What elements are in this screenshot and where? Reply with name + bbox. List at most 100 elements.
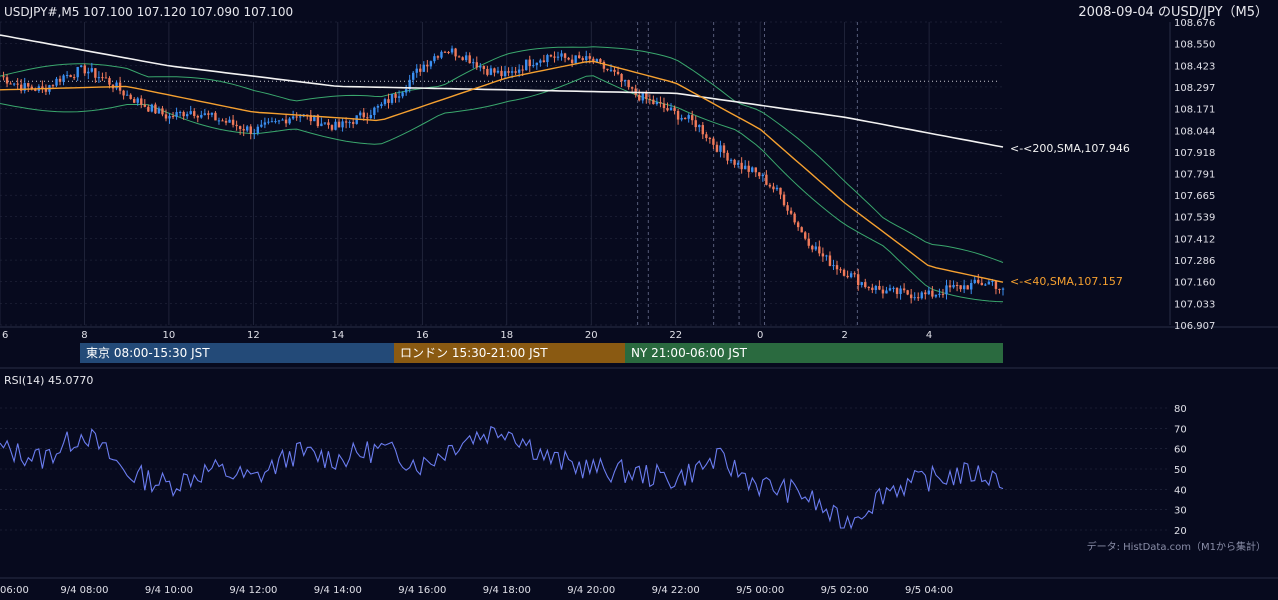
- price-axis-ticks: 108.676 108.550 108.423 108.297 108.171 108.0…: [1174, 18, 1215, 332]
- candle-body: [175, 112, 178, 117]
- candle-body: [641, 92, 644, 101]
- price-tick-label: 107.665: [1174, 191, 1215, 202]
- candle-body: [811, 245, 814, 250]
- candle-body: [701, 125, 705, 135]
- candle-body: [835, 265, 839, 270]
- candle-body: [12, 83, 16, 85]
- candle-body: [888, 288, 892, 291]
- candle-body: [41, 86, 44, 89]
- candle-body: [959, 285, 962, 290]
- time-tick-label: 10: [163, 330, 176, 341]
- candle-body: [104, 77, 108, 79]
- candle-body: [517, 69, 521, 73]
- candle-body: [758, 172, 761, 177]
- candle-body: [747, 165, 750, 172]
- candle-body: [65, 75, 69, 77]
- candle-body: [994, 280, 998, 289]
- candle-body: [242, 129, 245, 131]
- bottom-tick-label: 9/5 00:00: [736, 585, 784, 596]
- bollinger-bands: [0, 46, 1004, 303]
- candle-body: [984, 284, 987, 286]
- candle-body: [761, 174, 765, 177]
- candle-body: [881, 289, 885, 294]
- rsi-tick-label: 20: [1174, 526, 1187, 537]
- candle-body: [807, 238, 810, 246]
- candle-body: [228, 119, 231, 123]
- candle-body: [401, 92, 404, 97]
- time-tick-label: 22: [669, 330, 682, 341]
- time-tick-label: 14: [331, 330, 344, 341]
- candle-body: [662, 103, 666, 109]
- candle-body: [867, 287, 870, 289]
- candle-body: [966, 285, 969, 290]
- candle-body: [217, 120, 221, 122]
- candle-body: [832, 265, 835, 267]
- session-london-label: ロンドン 15:30-21:00 JST: [400, 346, 548, 360]
- candle-body: [238, 126, 242, 130]
- candle-body: [214, 112, 217, 121]
- candle-body: [765, 174, 768, 185]
- bottom-axis-ticks: 06:00 9/4 08:00 9/4 10:00 9/4 12:00 9/4 14:0…: [0, 585, 953, 596]
- candle-body: [309, 115, 312, 122]
- candle-body: [849, 273, 853, 278]
- candle-body: [719, 145, 722, 152]
- candle-body: [224, 120, 228, 123]
- candle-body: [348, 122, 351, 124]
- candle-body: [645, 92, 648, 99]
- time-tick-label: 6: [2, 330, 8, 341]
- candle-body: [472, 62, 475, 64]
- candle-body: [387, 99, 390, 103]
- candle-body: [443, 51, 447, 53]
- candle-body: [147, 106, 150, 112]
- candle-body: [2, 76, 5, 78]
- candle-body: [203, 113, 207, 115]
- candle-body: [574, 55, 577, 64]
- time-tick-label: 16: [416, 330, 429, 341]
- candle-body: [394, 93, 397, 98]
- candle-body: [768, 184, 772, 187]
- candle-body: [5, 77, 9, 84]
- candle-body: [542, 60, 546, 63]
- candle-body: [860, 282, 863, 286]
- candle-body: [72, 77, 76, 79]
- candle-body: [200, 114, 203, 118]
- time-tick-label: 18: [500, 330, 513, 341]
- candle-body: [945, 285, 948, 295]
- candle-body: [359, 112, 362, 116]
- candle-body: [638, 94, 641, 101]
- candle-body: [415, 68, 418, 73]
- price-tick-label: 106.907: [1174, 321, 1215, 332]
- candle-body: [44, 88, 48, 92]
- candle-body: [913, 297, 916, 299]
- candle-body: [157, 108, 161, 114]
- bottom-tick-label: 9/4 10:00: [145, 585, 193, 596]
- candle-body: [97, 77, 101, 79]
- candle-body: [687, 115, 690, 119]
- candle-body: [193, 111, 196, 116]
- candle-body: [885, 290, 888, 294]
- candle-body: [842, 269, 846, 276]
- bottom-tick-label: 9/5 04:00: [905, 585, 953, 596]
- candle-body: [736, 162, 740, 165]
- candle-body: [895, 287, 899, 294]
- candle-body: [433, 56, 436, 62]
- candle-body: [366, 117, 369, 119]
- candle-body: [814, 246, 818, 250]
- candle-body: [818, 246, 821, 254]
- candle-body: [500, 70, 503, 77]
- candle-body: [235, 124, 238, 127]
- session-tokyo-bar: [80, 343, 394, 363]
- candle-body: [23, 83, 26, 91]
- candle-body: [256, 126, 260, 134]
- candle-body: [140, 98, 143, 105]
- candle-body: [260, 124, 263, 127]
- bottom-tick-label: 9/4 14:00: [314, 585, 362, 596]
- candle-body: [691, 115, 694, 121]
- sma200-line: [0, 34, 1004, 148]
- price-tick-label: 108.550: [1174, 40, 1215, 51]
- rsi-tick-label: 60: [1174, 445, 1187, 456]
- sma200-label: <-<200,SMA,107.946: [1010, 142, 1130, 155]
- candle-body: [623, 80, 627, 82]
- candle-body: [507, 71, 510, 73]
